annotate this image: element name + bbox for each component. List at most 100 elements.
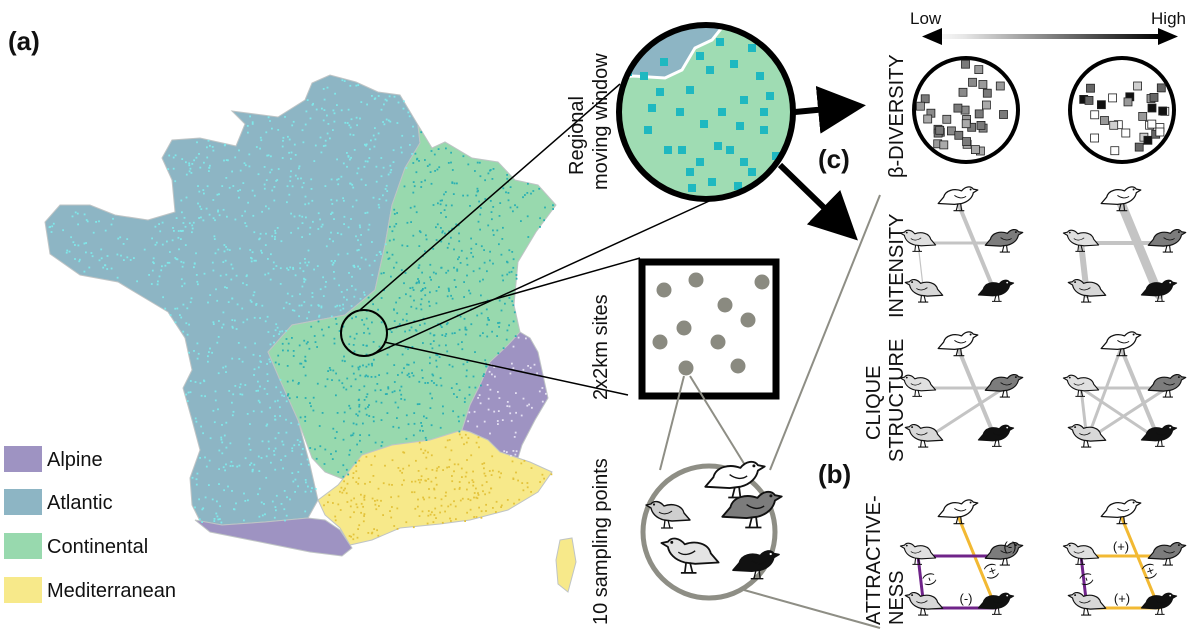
site-dot (179, 314, 181, 316)
site-dot (356, 443, 358, 446)
site-dot (304, 195, 307, 198)
site-dot (403, 282, 405, 285)
site-dot (387, 387, 390, 390)
site-point (688, 272, 704, 288)
site-dot (368, 264, 371, 267)
site-dot (319, 136, 322, 139)
site-dot (422, 342, 424, 344)
site-dot (533, 363, 536, 366)
site-dot (264, 513, 266, 516)
site-dot (216, 341, 219, 344)
site-dot (421, 289, 424, 291)
site-dot (388, 239, 391, 242)
site-dot (451, 475, 453, 477)
site-dot (260, 249, 262, 252)
site-dot (443, 209, 446, 211)
site-dot (410, 305, 413, 308)
site-dot (405, 313, 408, 315)
site-dot (213, 235, 216, 238)
site-dot (189, 167, 192, 170)
site-dot (349, 335, 352, 338)
site-dot (301, 448, 304, 450)
site-dot (396, 507, 399, 510)
site-dot (338, 330, 341, 332)
site-dot (104, 264, 106, 267)
site-dot (218, 193, 220, 196)
site-dot (510, 270, 513, 273)
site-dot (76, 212, 79, 215)
site-dot (468, 289, 470, 292)
site-dot (385, 184, 388, 187)
legend-label: Continental (47, 536, 148, 558)
site-dot (300, 362, 303, 365)
site-dot (380, 253, 382, 255)
site-dot (409, 295, 412, 298)
site-dot (539, 226, 541, 228)
site-dot (527, 182, 529, 185)
site-dot (421, 510, 424, 513)
site-dot (263, 503, 265, 505)
site-dot (350, 118, 353, 121)
site-dot (231, 319, 234, 321)
site-dot (231, 267, 234, 270)
metric-label-attractiveness-line2: NESS (886, 571, 908, 625)
site-dot (353, 264, 355, 267)
site-dot (83, 242, 86, 245)
site-dot (393, 320, 396, 322)
site-dot (252, 214, 255, 217)
site-dot (418, 403, 421, 405)
site-dot (246, 125, 249, 127)
site-dot (372, 303, 374, 306)
site-dot (285, 301, 288, 304)
site-dot (382, 166, 385, 169)
site-dot (258, 470, 261, 472)
site-dot (477, 397, 479, 399)
regional-label-line1: Regional (566, 96, 588, 175)
species-square (920, 94, 930, 104)
site-dot (279, 283, 282, 285)
site-dot (340, 291, 343, 293)
site-dot (482, 375, 485, 377)
bird-icon (937, 499, 979, 525)
site-dot (435, 483, 438, 486)
window-point (706, 66, 714, 74)
site-dot (358, 524, 361, 527)
site-dot (475, 516, 478, 518)
site-dot (275, 323, 278, 326)
site-dot (288, 138, 291, 141)
site-dot (413, 320, 416, 322)
site-dot (456, 182, 458, 185)
site-dot (465, 328, 468, 331)
site-dot (388, 95, 391, 98)
site-dot (349, 407, 352, 410)
site-dot (333, 342, 336, 345)
species-square (1110, 146, 1120, 156)
site-dot (380, 272, 383, 275)
species-square (1149, 93, 1159, 102)
site-dot (378, 198, 381, 200)
site-dot (451, 297, 454, 300)
site-point (730, 358, 746, 374)
site-dot (341, 79, 344, 82)
network-edge (1116, 198, 1164, 300)
site-dot (435, 272, 437, 275)
site-dot (398, 323, 401, 325)
site-dot (298, 315, 300, 318)
site-dot (418, 245, 421, 247)
site-dot (515, 471, 517, 474)
site-dot (458, 488, 461, 490)
site-dot (357, 414, 359, 417)
species-square (942, 114, 952, 124)
site-point (754, 274, 770, 290)
site-dot (347, 226, 350, 229)
clique-low-network (899, 331, 1024, 448)
site-dot (206, 146, 208, 149)
site-dot (353, 295, 356, 298)
site-dot (357, 239, 359, 242)
site-dot (226, 215, 228, 218)
site-dot (216, 299, 219, 302)
site-dot (341, 382, 344, 385)
bird-icon (732, 550, 780, 580)
site-dot (433, 153, 436, 156)
site-dot (129, 259, 132, 261)
